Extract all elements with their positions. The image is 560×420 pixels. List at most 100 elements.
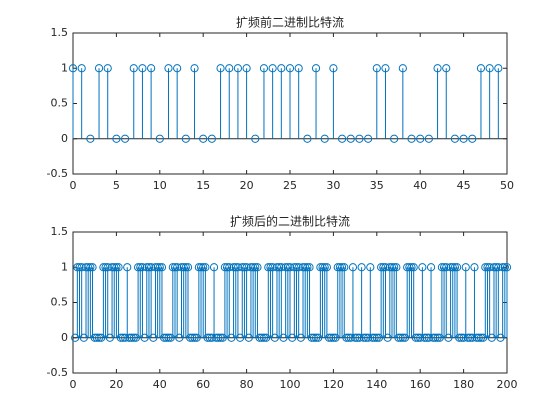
- stem-marker: [370, 333, 379, 342]
- stem-marker: [348, 263, 358, 272]
- stem-marker: [390, 134, 399, 143]
- stem-marker: [147, 64, 156, 73]
- stem-marker: [277, 64, 286, 73]
- stem-marker: [492, 263, 501, 272]
- stem-marker: [351, 333, 360, 342]
- stem-marker: [116, 333, 125, 342]
- stem-marker: [459, 134, 468, 143]
- stem-marker: [84, 263, 93, 272]
- stem-marker: [320, 263, 329, 272]
- stem-marker: [468, 134, 477, 143]
- stem-marker: [73, 263, 82, 272]
- stem-marker: [103, 64, 112, 73]
- stem-marker: [452, 263, 462, 272]
- stem-marker: [424, 333, 433, 342]
- stem-marker: [181, 134, 190, 143]
- stem-marker: [307, 333, 316, 342]
- stem-marker: [249, 263, 258, 272]
- stem-marker: [342, 333, 351, 342]
- stem-marker: [77, 263, 86, 272]
- stem-marker: [281, 263, 290, 272]
- stem-marker: [333, 263, 342, 272]
- stem-marker: [112, 263, 121, 272]
- stem-marker: [407, 134, 416, 143]
- stem-marker: [290, 263, 299, 272]
- stem-marker: [214, 333, 223, 342]
- stem-marker: [387, 263, 397, 272]
- stem-marker: [324, 333, 334, 342]
- chart-title: 扩频前二进制比特流: [236, 15, 344, 30]
- stem-marker: [318, 263, 327, 272]
- stem-marker: [481, 263, 490, 272]
- stem-marker: [129, 333, 138, 342]
- stem-marker: [207, 333, 216, 342]
- x-tick-label: 25: [283, 179, 297, 192]
- stem-marker: [455, 333, 464, 342]
- stem-marker: [331, 333, 340, 342]
- stem-marker: [485, 263, 494, 272]
- stem-marker: [309, 333, 318, 342]
- stem-marker: [225, 64, 234, 73]
- stem-marker: [88, 263, 97, 272]
- stem-marker: [212, 333, 221, 342]
- stem-marker: [431, 333, 440, 342]
- stem-marker: [229, 263, 238, 272]
- stem-marker: [446, 263, 455, 272]
- stem-marker: [183, 263, 193, 272]
- stem-marker: [129, 64, 138, 73]
- y-tick-label: 1.5: [51, 26, 69, 39]
- stem-marker: [251, 134, 260, 143]
- stem-marker: [285, 263, 295, 272]
- stem-marker: [474, 333, 483, 342]
- x-tick-label: 35: [370, 179, 384, 192]
- x-tick-label: 160: [410, 378, 431, 391]
- stem-marker: [181, 263, 190, 272]
- stem-marker: [81, 263, 91, 272]
- stem-marker: [233, 263, 243, 272]
- stem-marker: [416, 333, 425, 342]
- stem-marker: [173, 263, 182, 272]
- stem-marker: [303, 263, 312, 272]
- stem-marker: [353, 333, 362, 342]
- stem-marker: [450, 134, 460, 143]
- stem-marker: [207, 134, 216, 143]
- stem-marker: [448, 263, 457, 272]
- x-tick-label: 120: [323, 378, 344, 391]
- stem-marker: [144, 263, 154, 272]
- stem-marker: [103, 263, 112, 272]
- stem-marker: [466, 333, 475, 342]
- stem-marker: [68, 64, 78, 73]
- stem-marker: [262, 333, 271, 342]
- stem-marker: [92, 333, 101, 342]
- stem-marker: [461, 263, 470, 272]
- stem-marker: [190, 333, 199, 342]
- stem-marker: [225, 263, 234, 272]
- stem-marker: [153, 263, 162, 272]
- stem-marker: [160, 333, 169, 342]
- stem-marker: [420, 333, 429, 342]
- stem-marker: [209, 263, 219, 272]
- stem-marker: [305, 263, 314, 272]
- stem-marker: [314, 333, 323, 342]
- stem-marker: [426, 263, 436, 272]
- stem-marker: [138, 263, 147, 272]
- stem-marker: [231, 263, 240, 272]
- stem-marker: [335, 263, 345, 272]
- y-tick-label: -0.5: [47, 167, 68, 180]
- stem-marker: [136, 263, 145, 272]
- stem-marker: [173, 64, 182, 73]
- x-tick-label: 40: [153, 378, 167, 391]
- stem-marker: [383, 333, 392, 342]
- x-tick-label: 45: [457, 179, 471, 192]
- stem-marker: [418, 263, 427, 272]
- y-tick-label: 0.5: [51, 296, 69, 309]
- x-tick-label: 0: [70, 378, 77, 391]
- stem-marker: [329, 64, 338, 73]
- stem-marker: [105, 333, 114, 342]
- stem-marker: [450, 263, 460, 272]
- stem-marker: [416, 134, 425, 143]
- x-tick-label: 60: [196, 378, 210, 391]
- stem-marker: [235, 333, 245, 342]
- stem-marker: [75, 263, 84, 272]
